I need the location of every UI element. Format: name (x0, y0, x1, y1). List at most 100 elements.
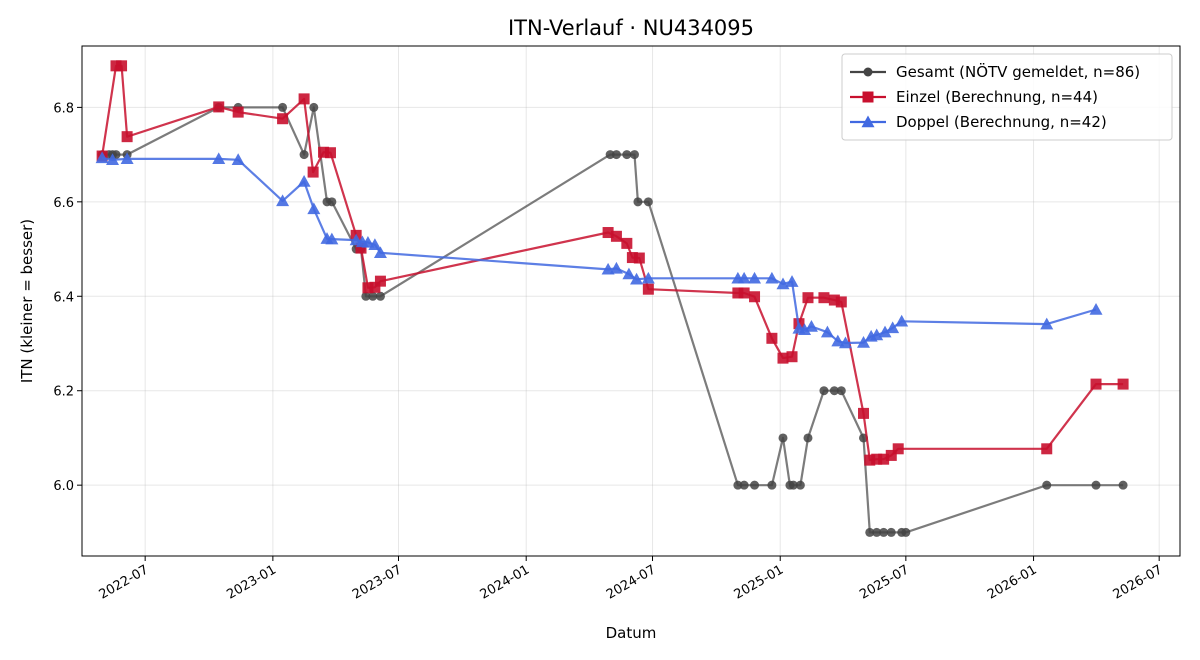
data-point-einzel (369, 281, 381, 293)
data-point-doppel (609, 261, 623, 274)
data-point-gesamt (865, 527, 875, 537)
data-point-einzel (749, 291, 761, 303)
data-point-gesamt (901, 527, 911, 537)
series-doppel (95, 151, 1103, 349)
x-tick-label: 2024-07 (604, 562, 659, 602)
y-tick-label: 6.6 (53, 196, 74, 211)
data-point-einzel (324, 147, 336, 159)
data-point-gesamt (309, 102, 319, 112)
data-point-gesamt (605, 150, 615, 160)
legend-box (841, 53, 1173, 141)
data-point-einzel (116, 60, 128, 72)
data-point-doppel (838, 336, 852, 349)
data-point-doppel (325, 232, 339, 245)
data-point-einzel (732, 287, 744, 299)
data-point-doppel (798, 323, 812, 336)
legend-item-einzel: Einzel (Berechnung, n=44) (850, 88, 1098, 106)
data-point-gesamt (886, 527, 896, 537)
grid-lines (82, 46, 1180, 556)
data-point-gesamt (879, 527, 889, 537)
data-point-gesamt (829, 386, 839, 396)
legend-swatch-marker (861, 115, 875, 128)
data-point-doppel (765, 271, 779, 284)
data-point-einzel (633, 252, 645, 264)
x-tick-label: 2026-01 (985, 562, 1040, 602)
data-point-gesamt (633, 197, 643, 207)
data-point-gesamt (361, 291, 371, 301)
data-point-einzel (738, 287, 750, 299)
data-point-doppel (630, 272, 644, 285)
data-point-doppel (120, 152, 134, 165)
data-point-doppel (878, 325, 892, 338)
data-point-doppel (886, 321, 900, 334)
y-tick-label: 6.2 (53, 385, 74, 400)
legend-label: Einzel (Berechnung, n=44) (896, 88, 1098, 106)
data-point-einzel (864, 454, 876, 466)
x-tick-label: 2024-01 (478, 562, 533, 602)
data-point-gesamt (1118, 480, 1128, 490)
data-point-einzel (121, 131, 133, 143)
data-point-gesamt (375, 291, 385, 301)
data-point-gesamt (788, 480, 798, 490)
data-point-einzel (885, 449, 897, 461)
data-point-doppel (276, 194, 290, 207)
chart-title: ITN-Verlauf · NU434095 (508, 16, 754, 40)
legend-swatch-marker (863, 67, 873, 77)
data-point-doppel (297, 175, 311, 187)
data-point-einzel (602, 227, 614, 239)
x-axis-label: Datum (606, 624, 657, 642)
data-point-doppel (737, 271, 751, 284)
data-point-einzel (642, 283, 654, 295)
legend-swatch-marker (862, 91, 874, 103)
data-point-einzel (110, 60, 122, 72)
data-point-doppel (361, 235, 375, 248)
data-point-einzel (610, 230, 622, 242)
data-point-einzel (858, 407, 870, 419)
y-tick-label: 6.0 (53, 479, 74, 494)
data-point-einzel (626, 252, 638, 264)
data-point-doppel (820, 325, 834, 338)
data-point-gesamt (803, 433, 813, 443)
data-point-doppel (857, 336, 871, 348)
plot-frame (81, 45, 1181, 557)
data-point-gesamt (611, 150, 621, 160)
data-point-einzel (1090, 378, 1102, 390)
data-point-gesamt (819, 386, 829, 396)
data-point-gesamt (778, 433, 788, 443)
data-point-gesamt (739, 480, 749, 490)
legend-item-doppel: Doppel (Berechnung, n=42) (850, 113, 1107, 131)
data-point-einzel (307, 166, 319, 178)
data-point-doppel (231, 153, 245, 166)
data-point-einzel (232, 106, 244, 118)
data-point-gesamt (278, 102, 288, 112)
data-point-doppel (212, 152, 226, 165)
data-point-einzel (277, 113, 289, 125)
series-layer (95, 60, 1129, 537)
x-tick-label: 2023-01 (224, 562, 279, 602)
data-point-doppel (368, 238, 382, 251)
data-point-doppel (95, 151, 109, 164)
data-point-doppel (622, 267, 636, 280)
data-point-gesamt (767, 480, 777, 490)
data-point-gesamt (299, 150, 309, 160)
x-tick-label: 2023-07 (350, 562, 405, 602)
legend-label: Gesamt (NÖTV gemeldet, n=86) (896, 62, 1140, 81)
data-point-doppel (831, 334, 845, 347)
data-point-einzel (362, 282, 374, 294)
y-tick-label: 6.8 (53, 101, 74, 116)
data-point-gesamt (643, 197, 653, 207)
data-point-einzel (766, 332, 778, 344)
data-point-einzel (298, 93, 310, 105)
data-point-doppel (641, 271, 655, 284)
legend-item-gesamt: Gesamt (NÖTV gemeldet, n=86) (850, 62, 1140, 81)
data-point-gesamt (872, 527, 882, 537)
data-point-einzel (1041, 443, 1053, 455)
data-point-doppel (895, 314, 909, 327)
x-tick-label: 2025-01 (732, 562, 787, 602)
data-point-doppel (106, 153, 120, 166)
data-point-doppel (785, 275, 799, 287)
data-point-gesamt (750, 480, 760, 490)
data-point-gesamt (368, 291, 378, 301)
data-point-einzel (878, 453, 890, 465)
data-point-doppel (373, 246, 387, 259)
